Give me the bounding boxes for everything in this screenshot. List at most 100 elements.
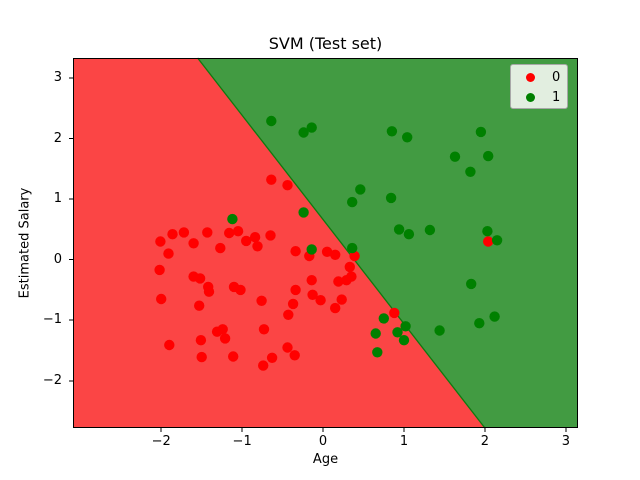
scatter-point-class0 <box>289 350 300 361</box>
scatter-point-class1 <box>355 184 366 195</box>
x-axis-label: Age <box>312 452 339 467</box>
scatter-point-class1 <box>227 213 238 225</box>
scatter-point-class0 <box>195 335 207 346</box>
scatter-point-class0 <box>164 339 175 351</box>
scatter-point-class1 <box>424 224 436 236</box>
scatter-point-class0 <box>282 180 293 191</box>
scatter-point-class0 <box>232 226 244 237</box>
scatter-point-class0 <box>282 342 293 353</box>
scatter-point-class0 <box>202 227 213 238</box>
plot-border <box>73 58 578 428</box>
legend-marker-red-icon <box>526 72 535 82</box>
scatter-point-class0 <box>330 249 341 260</box>
scatter-point-class1 <box>475 126 487 138</box>
scatter-point-class0 <box>167 229 178 240</box>
scatter-point-class0 <box>344 261 355 273</box>
scatter-point-class1 <box>489 311 500 322</box>
scatter-point-class0 <box>219 333 231 344</box>
x-tick-label: −1 <box>232 434 252 449</box>
legend-marker-green-icon <box>526 92 535 102</box>
x-tick-label: 2 <box>480 434 490 449</box>
scatter-point-class1 <box>398 335 410 346</box>
scatter-point-class0 <box>241 235 252 247</box>
scatter-point-class0 <box>215 242 226 254</box>
scatter-point-class0 <box>224 227 235 239</box>
scatter-point-class0 <box>228 351 239 362</box>
scatter-point-class1 <box>466 278 477 290</box>
y-tick-label: 3 <box>53 69 62 85</box>
legend-label-class0: 0 <box>552 69 561 85</box>
scatter-point-class1 <box>370 328 381 339</box>
scatter-point-class0 <box>290 246 301 257</box>
scatter-point-class0 <box>266 174 277 185</box>
scatter-point-class0 <box>287 298 299 310</box>
scatter-point-class1 <box>482 226 493 237</box>
scatter-point-class0 <box>258 324 270 335</box>
scatter-point-class1 <box>392 327 403 338</box>
scatter-point-class0 <box>203 286 215 297</box>
scatter-point-class1 <box>474 318 485 329</box>
scatter-point-class0 <box>389 307 400 319</box>
scatter-point-class0 <box>249 232 261 243</box>
scatter-point-class1 <box>434 325 445 336</box>
scatter-point-class0 <box>290 284 301 296</box>
scatter-point-class0 <box>155 236 166 247</box>
scatter-point-class1 <box>347 242 358 254</box>
scatter-point-class1 <box>298 127 309 138</box>
scatter-point-class0 <box>217 324 228 335</box>
scatter-point-class0 <box>266 352 278 363</box>
scatter-point-class0 <box>336 294 347 305</box>
scatter-point-class0 <box>341 275 352 286</box>
y-tick-label: 2 <box>53 130 62 146</box>
scatter-point-class0 <box>258 360 269 371</box>
scatter-point-class0 <box>156 293 167 305</box>
legend-item-class1: 1 <box>511 87 567 107</box>
scatter-point-class0 <box>283 309 294 320</box>
scatter-point-class0 <box>188 238 199 249</box>
scatter-point-class0 <box>154 264 165 276</box>
scatter-point-class1 <box>393 224 405 235</box>
y-tick-label: −2 <box>42 372 62 388</box>
scatter-point-class1 <box>386 126 398 137</box>
scatter-point-class1 <box>347 196 358 208</box>
scatter-point-class0 <box>265 230 276 241</box>
scatter-point-class0 <box>307 289 318 300</box>
x-tick-label: 0 <box>318 434 328 449</box>
scatter-point-class0 <box>306 275 317 286</box>
plot-area <box>69 57 578 432</box>
scatter-point-class1 <box>400 321 411 332</box>
x-tick-label: 3 <box>561 434 570 449</box>
scatter-point-class1 <box>491 235 503 246</box>
x-tick-label: −2 <box>151 434 171 449</box>
scatter-point-class1 <box>483 150 494 162</box>
scatter-point-class0 <box>194 300 205 311</box>
scatter-point-class0 <box>194 273 206 284</box>
scatter-point-class1 <box>378 313 389 324</box>
scatter-point-class0 <box>252 241 263 252</box>
scatter-point-class0 <box>333 276 344 287</box>
scatter-point-class1 <box>449 151 461 162</box>
scatter-point-class1 <box>385 192 397 204</box>
scatter-point-class1 <box>465 166 476 177</box>
scatter-point-class0 <box>178 227 190 238</box>
y-tick-label: 1 <box>53 191 62 207</box>
scatter-point-class0 <box>235 284 246 296</box>
scatter-point-class0 <box>321 246 333 257</box>
scatter-point-class0 <box>315 295 326 306</box>
scatter-point-class0 <box>330 302 341 314</box>
scatter-point-class1 <box>403 229 415 240</box>
scatter-point-class1 <box>306 122 317 133</box>
scatter-point-class0 <box>163 248 174 259</box>
scatter-point-class0 <box>256 295 267 306</box>
chart-title: SVM (Test set) <box>268 34 383 53</box>
scatter-point-class1 <box>266 115 277 127</box>
decision-region-class1 <box>197 58 578 428</box>
legend-label-class1: 1 <box>552 89 561 105</box>
scatter-point-class0 <box>349 250 360 262</box>
scatter-point-class0 <box>196 351 207 363</box>
legend: 0 1 <box>510 64 568 109</box>
scatter-point-class1 <box>372 347 383 358</box>
legend-item-class0: 0 <box>511 67 567 87</box>
x-tick-label: 1 <box>399 434 409 449</box>
